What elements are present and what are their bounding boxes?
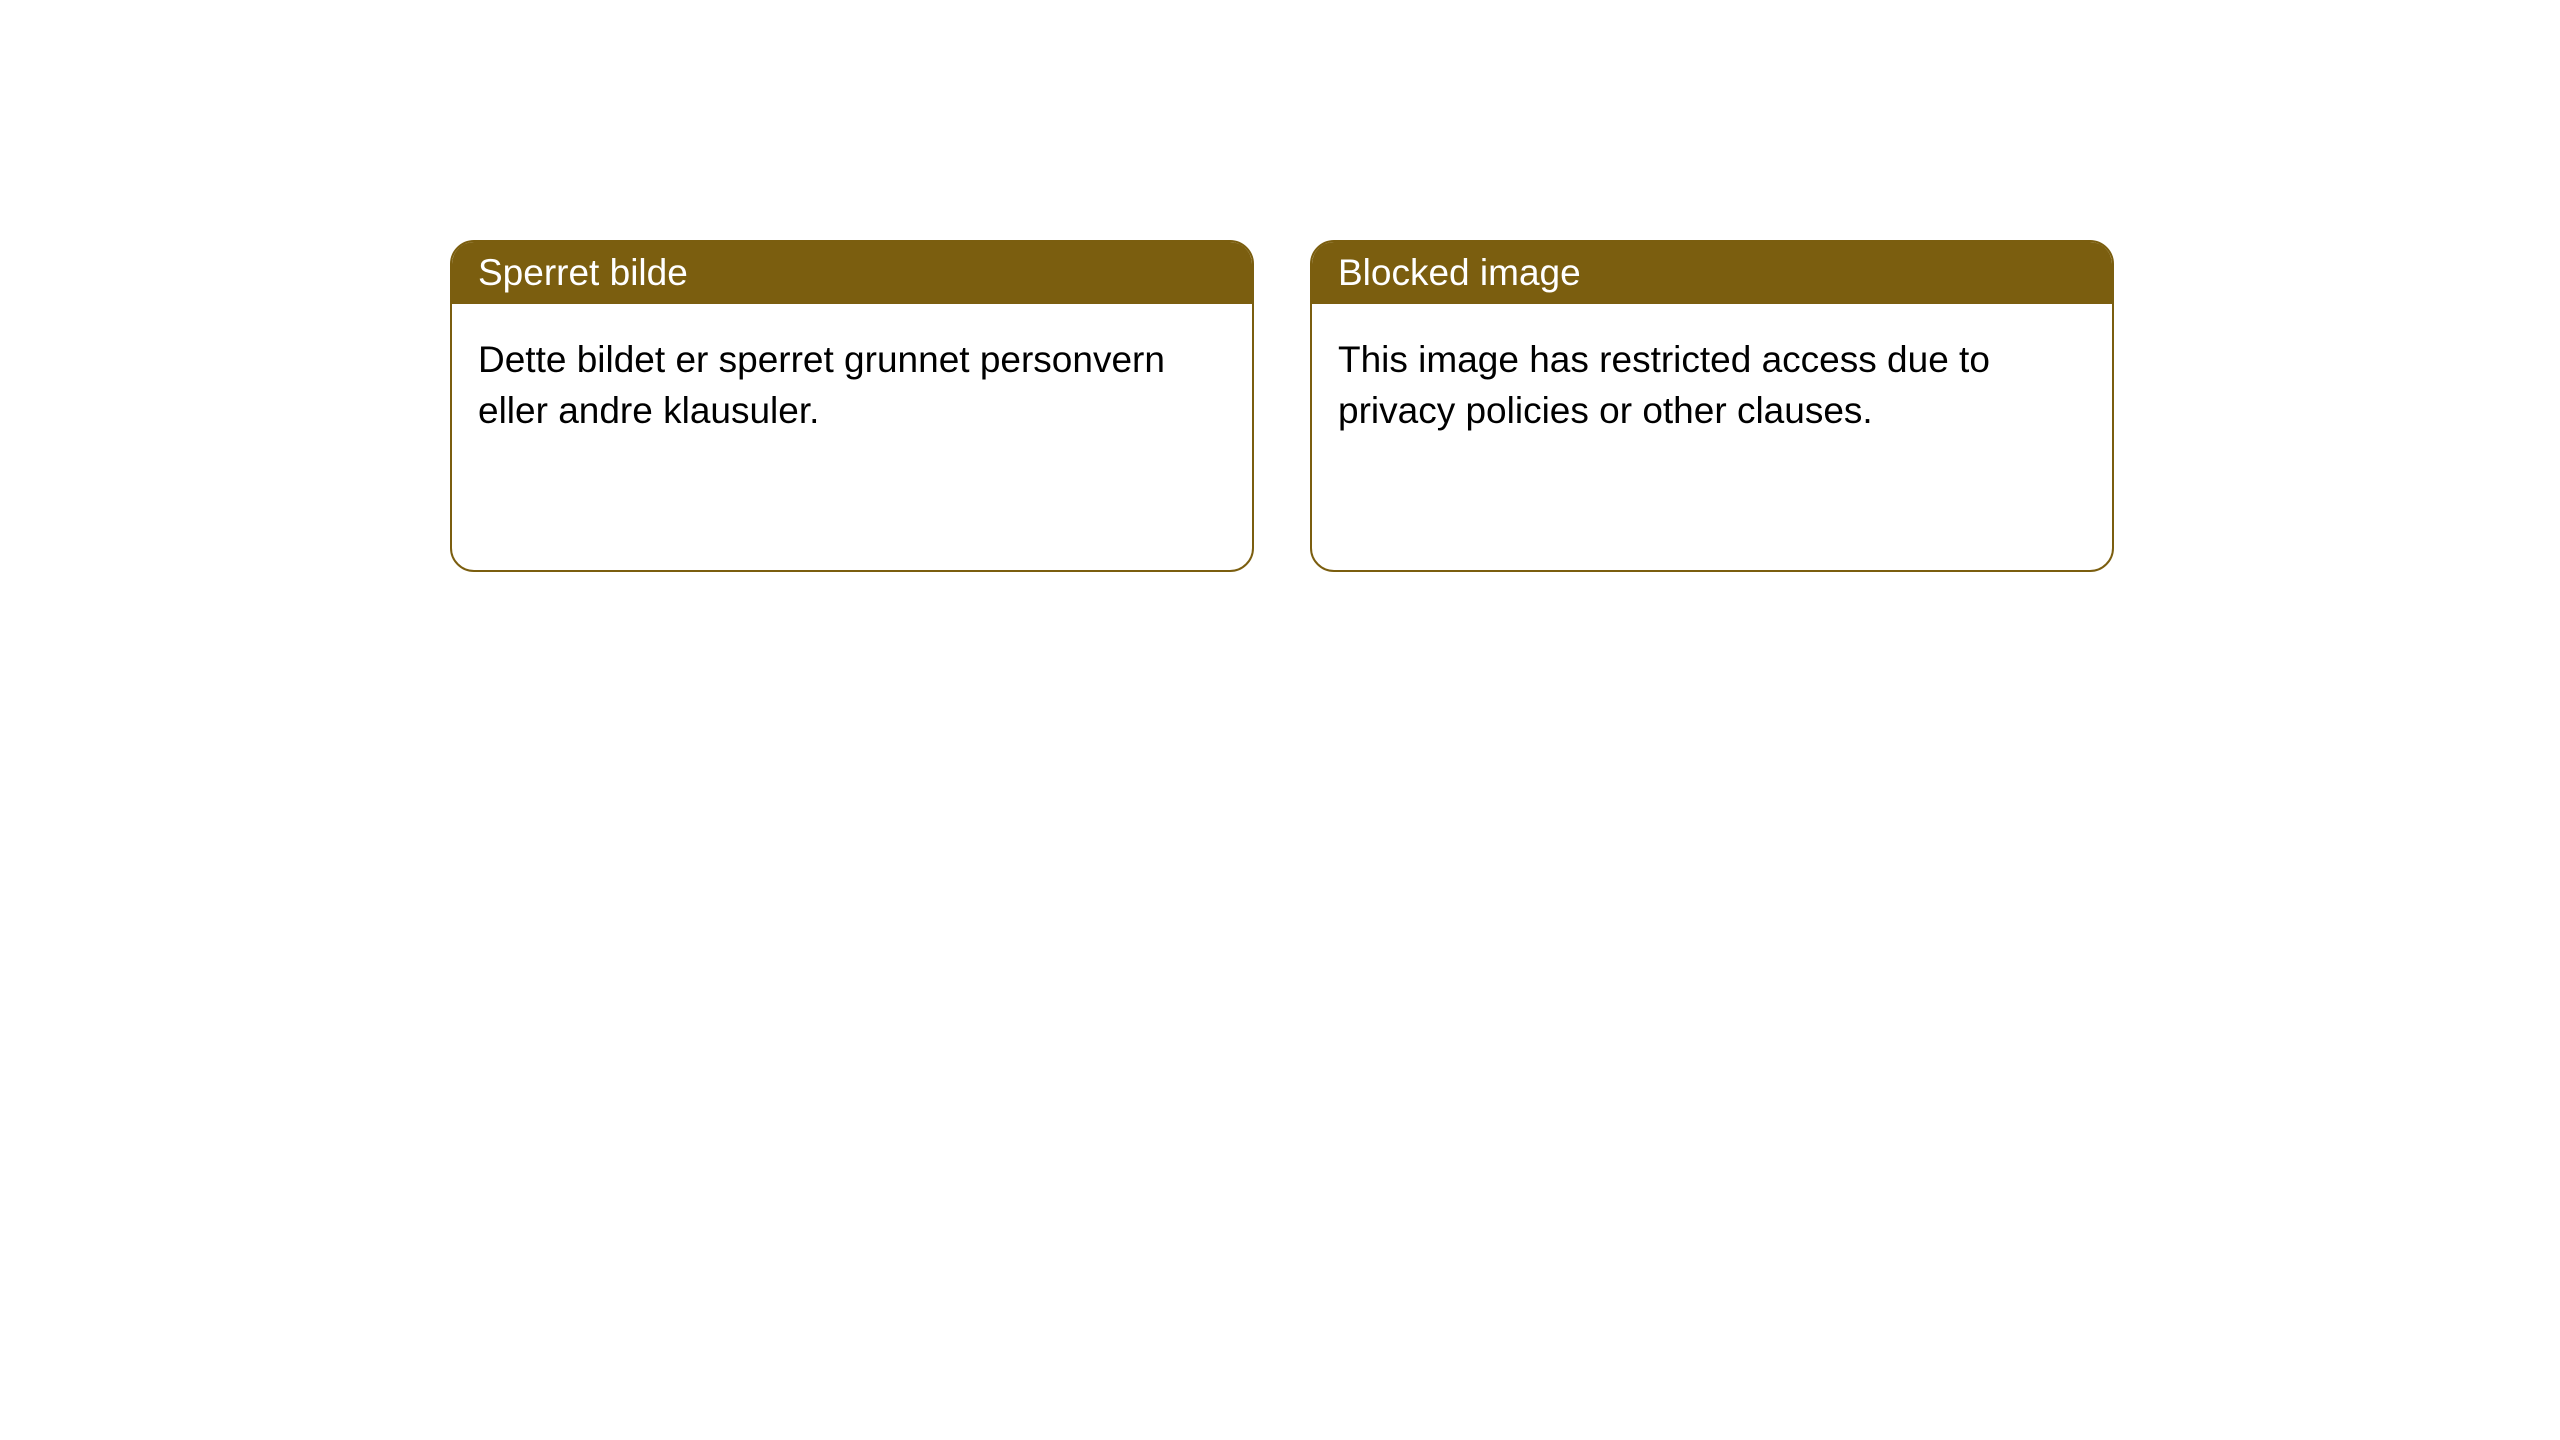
- notice-body-no: Dette bildet er sperret grunnet personve…: [452, 304, 1252, 466]
- notice-title-no: Sperret bilde: [452, 242, 1252, 304]
- notice-card-en: Blocked image This image has restricted …: [1310, 240, 2114, 572]
- notice-body-en: This image has restricted access due to …: [1312, 304, 2112, 466]
- notice-title-en: Blocked image: [1312, 242, 2112, 304]
- notice-container: Sperret bilde Dette bildet er sperret gr…: [0, 0, 2560, 572]
- notice-card-no: Sperret bilde Dette bildet er sperret gr…: [450, 240, 1254, 572]
